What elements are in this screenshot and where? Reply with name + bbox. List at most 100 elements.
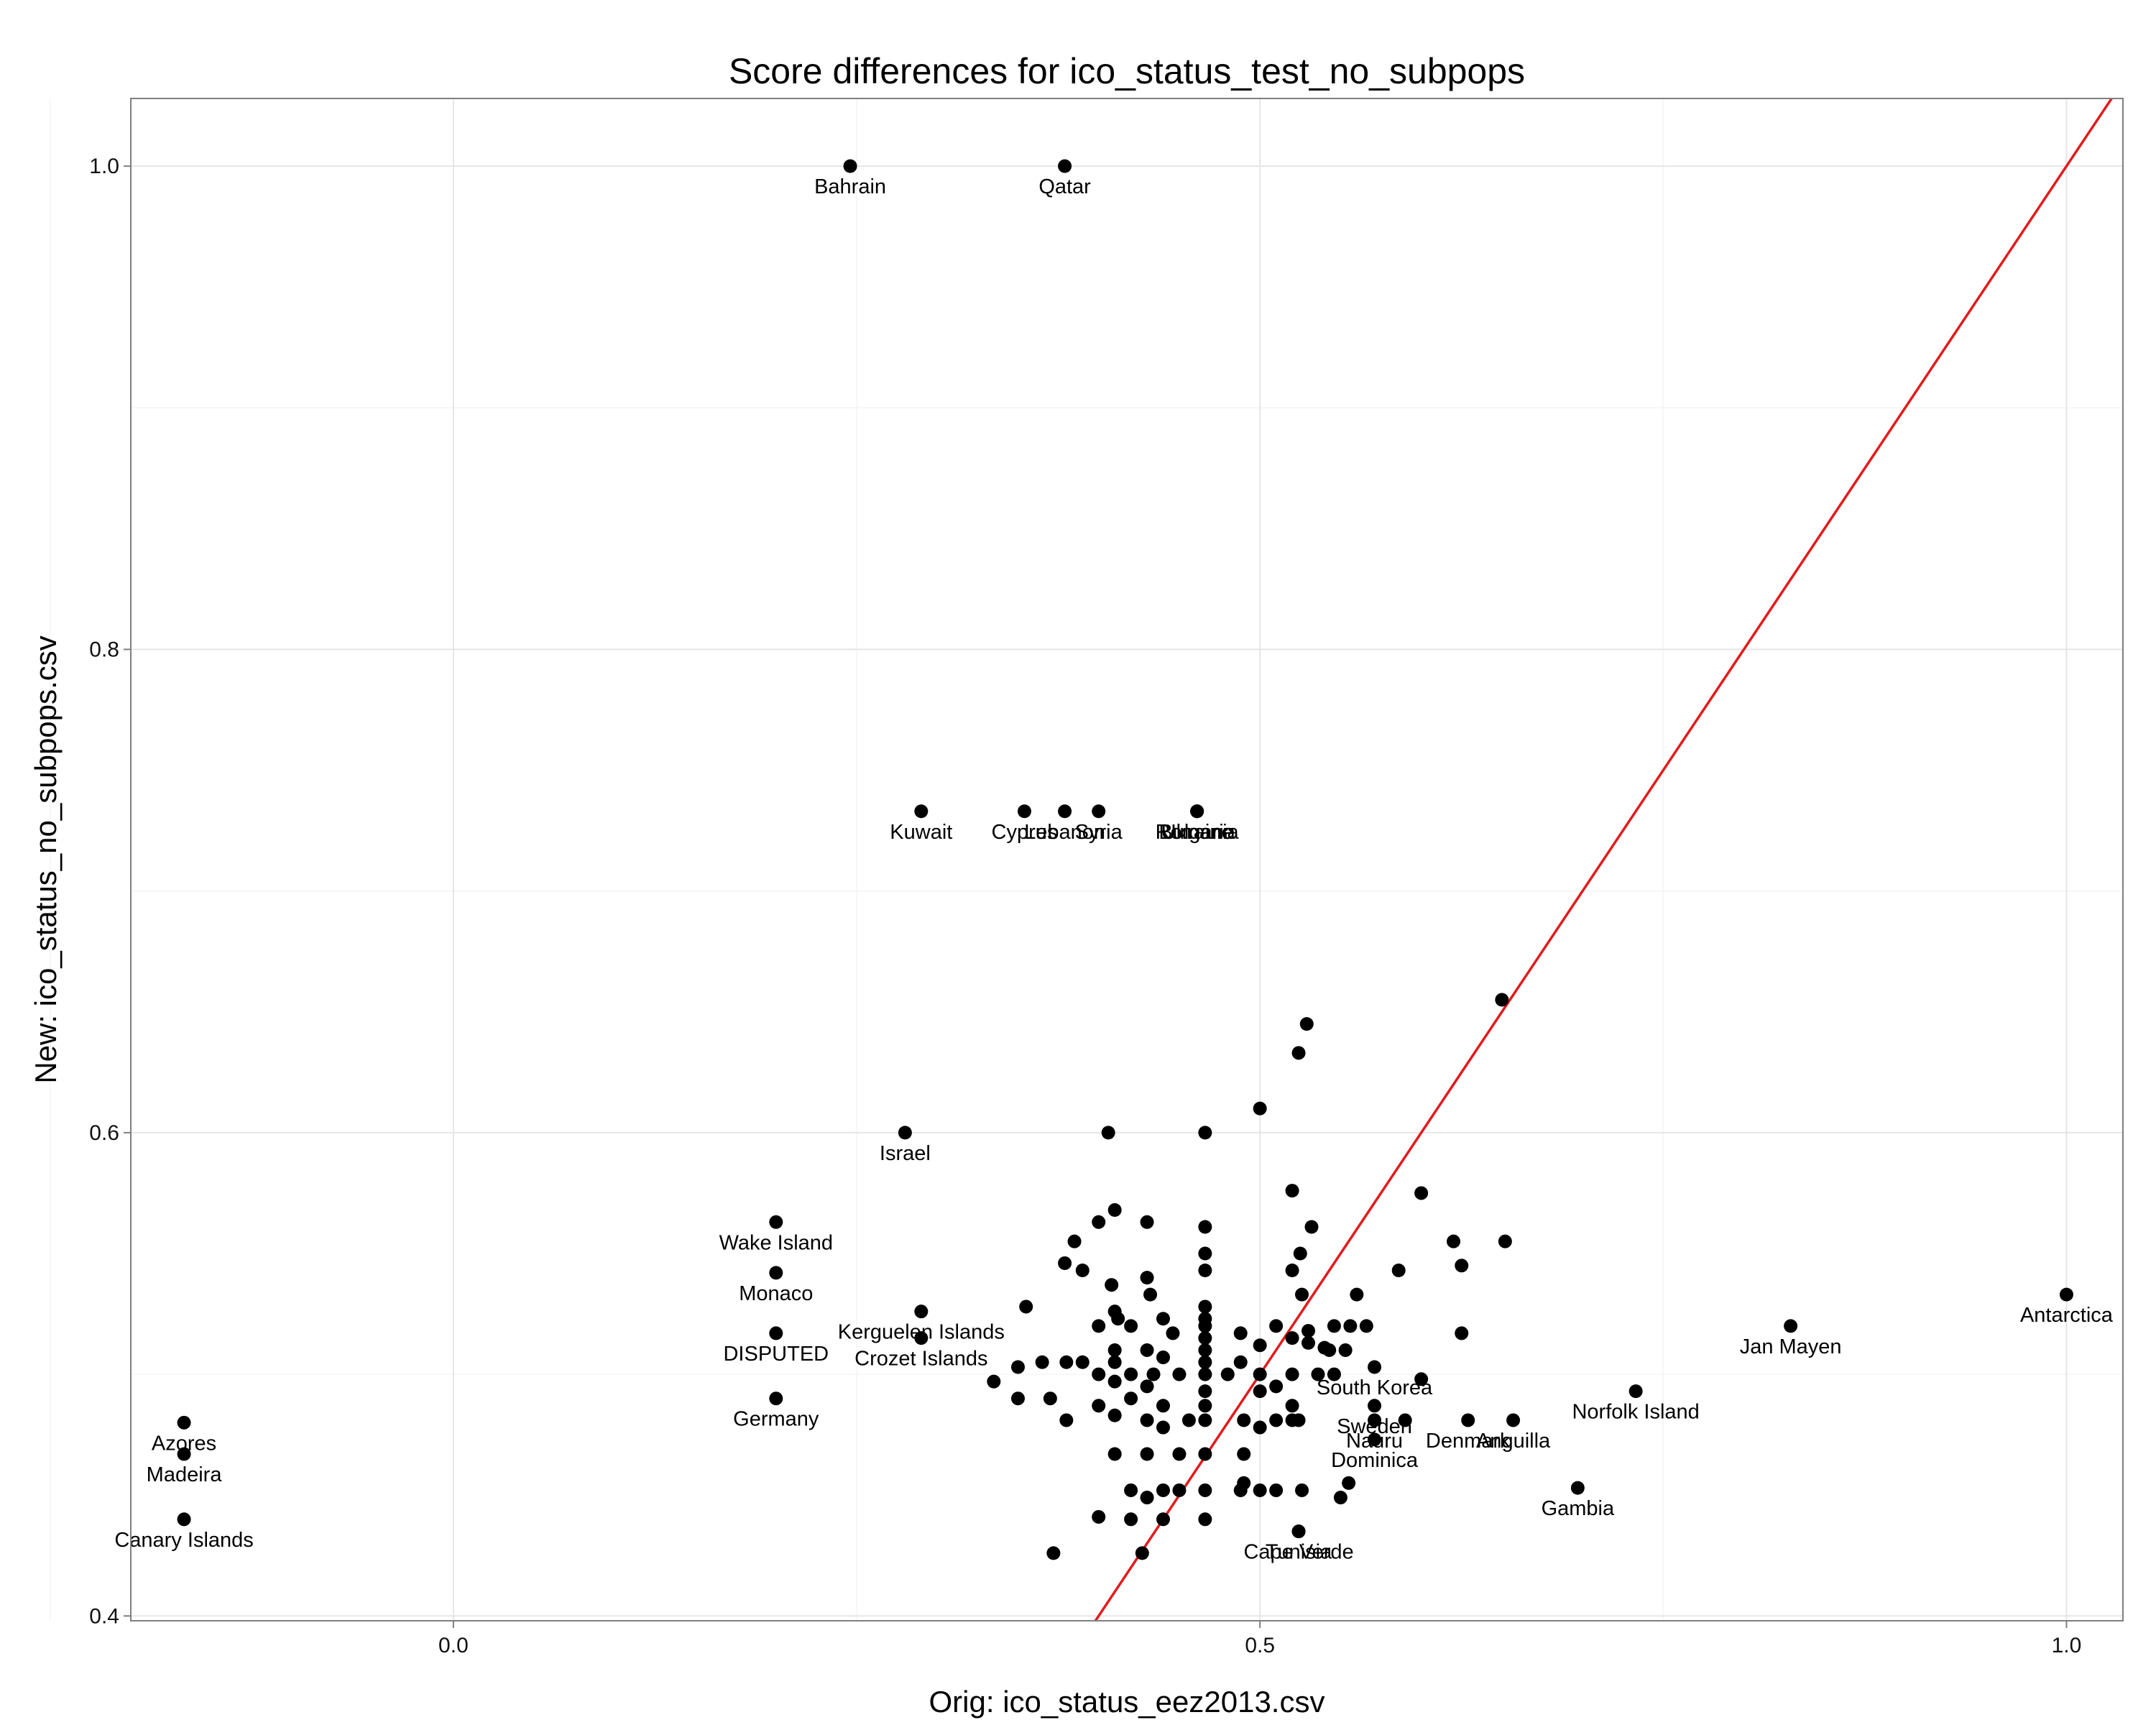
data-point (1570, 1481, 1585, 1495)
data-point (1285, 1264, 1299, 1278)
point-label: Ukraine (1161, 821, 1233, 844)
point-label: Crozet Islands (854, 1348, 987, 1371)
data-point (1035, 1355, 1049, 1369)
point-label: Qatar (1038, 175, 1091, 198)
data-point (1253, 1384, 1267, 1399)
data-point (843, 159, 857, 173)
data-point (1156, 1351, 1171, 1365)
data-point (2059, 1287, 2073, 1302)
data-point (1135, 1546, 1149, 1560)
data-point (1253, 1420, 1267, 1435)
data-point (1156, 1512, 1171, 1527)
data-point (1075, 1355, 1089, 1369)
data-point (1233, 1355, 1248, 1369)
data-point (1092, 1367, 1106, 1381)
data-point (1269, 1413, 1284, 1427)
data-point (1237, 1476, 1251, 1490)
data-point (1156, 1399, 1171, 1413)
data-point (1333, 1491, 1348, 1505)
x-axis-ticks: 0.0 0.5 1.0 (438, 1621, 2081, 1657)
data-point (1092, 1215, 1106, 1229)
data-point (1198, 1483, 1212, 1497)
data-point (1327, 1367, 1341, 1381)
data-point (1447, 1234, 1461, 1248)
data-point (1253, 1367, 1267, 1381)
data-point (1398, 1413, 1412, 1427)
data-point (1299, 1017, 1314, 1031)
data-point (1498, 1234, 1512, 1248)
data-point (769, 1392, 783, 1406)
data-point (1156, 1483, 1171, 1497)
data-point (1010, 1360, 1025, 1374)
point-label: Canary Islands (114, 1529, 253, 1552)
data-point (1455, 1326, 1469, 1340)
x-axis-title: Orig: ico_status_eez2013.csv (929, 1685, 1325, 1719)
data-point (1124, 1512, 1138, 1527)
data-point (1455, 1259, 1469, 1273)
point-label: Cape Verde (1243, 1541, 1353, 1564)
y-axis-ticks: 0.4 0.6 0.8 1.0 (89, 155, 131, 1628)
data-point (769, 1215, 783, 1229)
data-point (769, 1326, 783, 1340)
data-point (1156, 1420, 1171, 1435)
data-point (1166, 1326, 1180, 1340)
data-point (1105, 1278, 1119, 1292)
data-point (987, 1374, 1001, 1389)
data-point (1253, 1483, 1267, 1497)
data-point (1198, 1331, 1212, 1346)
data-point (1391, 1264, 1406, 1278)
data-point (1285, 1399, 1299, 1413)
data-point (1059, 1355, 1074, 1369)
data-point (1107, 1343, 1122, 1357)
reference-line-group (1094, 98, 2113, 1622)
data-point (1140, 1447, 1154, 1461)
point-label: Bulgaria (1158, 821, 1235, 844)
data-point (914, 804, 929, 819)
data-point (1059, 1413, 1074, 1427)
data-point (914, 1331, 929, 1346)
data-point (1198, 1367, 1212, 1381)
data-point (1124, 1367, 1138, 1381)
point-label: Kerguelen Islands (838, 1321, 1005, 1344)
x-tick-label: 0.0 (438, 1634, 469, 1657)
data-point (1269, 1379, 1284, 1394)
data-point (1075, 1264, 1089, 1278)
chart-title: Score differences for ico_status_test_no… (729, 51, 1525, 91)
data-point (1043, 1392, 1057, 1406)
data-point (1092, 1399, 1106, 1413)
data-point (1198, 1512, 1212, 1527)
points-group (177, 159, 2073, 1560)
data-point (1359, 1319, 1373, 1333)
data-point (1368, 1399, 1382, 1413)
data-point (1092, 1509, 1106, 1524)
data-point (1269, 1319, 1284, 1333)
point-label: Antarctica (2020, 1304, 2114, 1327)
data-point (1322, 1343, 1337, 1357)
data-point (1414, 1372, 1429, 1386)
data-point (1461, 1413, 1475, 1427)
data-point (1198, 1413, 1212, 1427)
data-point (1350, 1287, 1364, 1302)
data-point (1198, 1319, 1212, 1333)
y-axis-title: New: ico_status_no_subpops.csv (29, 635, 63, 1083)
data-point (1058, 159, 1072, 173)
data-point (1140, 1491, 1154, 1505)
y-tick-label: 0.6 (89, 1121, 119, 1145)
data-point (1233, 1326, 1248, 1340)
data-point (1198, 1399, 1212, 1413)
data-point (769, 1266, 783, 1280)
point-label: Norfolk Island (1572, 1401, 1699, 1424)
point-label: Anguilla (1476, 1430, 1551, 1453)
data-point (1046, 1546, 1061, 1560)
data-point (1304, 1220, 1319, 1234)
data-point (1342, 1476, 1356, 1490)
data-point (1198, 1343, 1212, 1357)
data-point (1172, 1447, 1187, 1461)
data-point (1190, 804, 1204, 819)
data-point (1198, 1300, 1212, 1314)
point-label: Kuwait (890, 821, 952, 844)
y-tick-label: 0.4 (89, 1604, 119, 1628)
data-point (1237, 1413, 1251, 1427)
data-point (1291, 1524, 1306, 1539)
